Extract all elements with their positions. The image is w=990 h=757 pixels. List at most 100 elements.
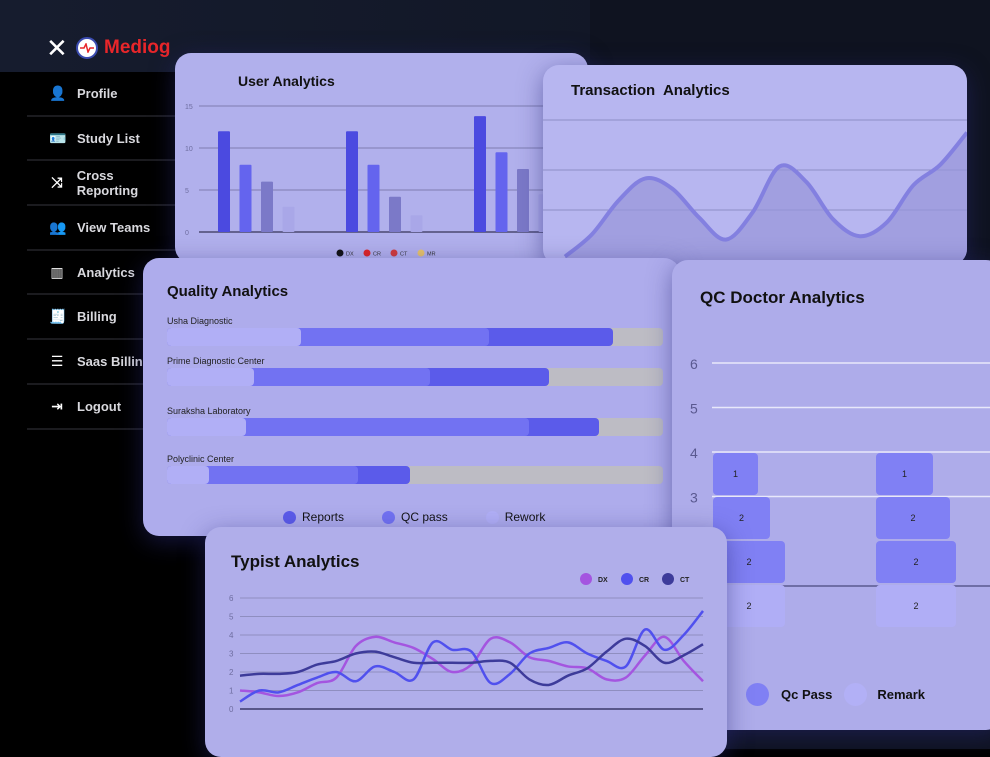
legend-dot [662, 573, 674, 585]
receipt-icon: 🧾 [49, 308, 67, 325]
legend-label: Qc Pass [781, 687, 833, 702]
legend-label: CT [400, 252, 408, 258]
bar [239, 164, 252, 232]
qc-doctor-bar-chart: 3 4 5 6 2 2 2 1 2 2 2 1 [690, 356, 990, 627]
stacked-bar [876, 453, 933, 495]
bar-value: 2 [746, 557, 751, 567]
bar-value: 2 [913, 557, 918, 567]
quality-analytics-card: Quality Analytics Reports QC pass Rework U… [143, 258, 680, 536]
y-tick-label: 5 [185, 188, 189, 195]
typist-analytics-card: Typist Analytics 0 1 2 3 4 5 6 DX CR CT [205, 527, 727, 757]
stacked-bar [713, 541, 785, 583]
bar-segment-rework [167, 368, 254, 386]
sidebar-item-label: Billing [77, 309, 117, 325]
legend-dot [621, 573, 633, 585]
stacked-bar [876, 585, 956, 627]
progress-track [167, 368, 663, 386]
progress-track [167, 328, 663, 346]
sidebar-item-view-teams[interactable]: 👥 View Teams [27, 206, 177, 251]
sidebar-item-study-list[interactable]: 🪪 Study List [27, 117, 177, 162]
y-tick-label: 10 [185, 146, 193, 153]
stacked-bar [713, 585, 785, 627]
user-icon: 👤 [49, 84, 67, 101]
y-tick-label: 6 [229, 594, 234, 603]
bar [367, 164, 380, 232]
row-label: Usha Diagnostic [167, 316, 233, 326]
brand-name: Mediog [104, 37, 171, 58]
legend-label: DX [598, 577, 608, 584]
card-title: Transaction Analytics [571, 82, 730, 99]
legend-dot-qc-pass [746, 683, 769, 706]
bar-value: 1 [902, 469, 907, 479]
close-icon[interactable]: ✕ [46, 33, 68, 63]
bar-segment-rework [167, 466, 210, 484]
sidebar-item-cross-reporting[interactable]: ⤨ Cross Reporting [27, 161, 177, 207]
bar-segment-rework [167, 328, 301, 346]
sidebar-item-label: Logout [77, 398, 122, 414]
y-tick-label: 6 [690, 356, 698, 372]
legend-label: DX [346, 252, 354, 258]
bar [282, 206, 295, 232]
series-line-cr [239, 610, 704, 703]
legend-label: MR [427, 252, 436, 258]
y-tick-label: 5 [690, 401, 698, 417]
sidebar-item-label: Profile [77, 85, 118, 101]
bar-value: 2 [910, 513, 915, 523]
bar [410, 215, 423, 232]
sidebar-item-saas-billing[interactable]: ☰ Saas Billing [27, 340, 177, 385]
sidebar-item-label: Analytics [77, 264, 135, 280]
sidebar-item-logout[interactable]: ⇥ Logout [27, 385, 177, 430]
legend-dot [580, 573, 592, 585]
legend-label: CR [639, 577, 649, 584]
y-tick-label: 3 [690, 490, 698, 506]
legend-dot-remark [844, 683, 868, 706]
stacked-bar [713, 453, 758, 495]
bar-value: 2 [739, 513, 744, 523]
sidebar-item-label: Saas Billing [77, 353, 151, 369]
row-label: Prime Diagnostic Center [167, 356, 265, 366]
stacked-bar [876, 497, 950, 539]
stacked-bar [713, 497, 770, 539]
legend-label: Reports [302, 510, 345, 524]
legend-label: Remark [877, 687, 926, 702]
shuffle-icon: ⤨ [51, 174, 63, 191]
y-tick-label: 4 [229, 631, 234, 640]
progress-track [167, 466, 663, 484]
sidebar-item-label: View Teams [77, 219, 151, 235]
id-card-icon: 🪪 [49, 129, 67, 146]
row-label: Polyclinic Center [167, 454, 235, 464]
legend-dot [363, 249, 371, 257]
bar-segment-rework [167, 418, 247, 436]
logout-icon: ⇥ [51, 397, 63, 414]
logo: ✕ Mediog [46, 33, 171, 63]
area-fill [565, 132, 967, 265]
bar-value: 1 [733, 469, 738, 479]
user-bar-chart: 0 5 10 15 DX CR CT MR [185, 104, 588, 258]
sidebar-item-analytics[interactable]: ▥ Analytics [27, 251, 177, 296]
y-tick-label: 3 [229, 650, 234, 659]
y-tick-label: 15 [185, 104, 193, 111]
legend-label: Rework [504, 510, 546, 524]
sidebar-item-profile[interactable]: 👤 Profile [27, 72, 177, 117]
chart-icon: ▥ [50, 263, 64, 280]
bar [261, 181, 273, 232]
bar-value: 2 [746, 601, 751, 611]
bar [474, 116, 486, 232]
legend-dot [382, 510, 396, 524]
card-title: QC Doctor Analytics [700, 288, 865, 307]
bar-segment-qc-pass [167, 418, 530, 436]
bar [517, 169, 529, 232]
series-line-ct [239, 637, 704, 687]
legend-label: CR [373, 252, 381, 258]
bar-segment-qc-pass [167, 466, 358, 484]
typist-line-chart: 0 1 2 3 4 5 6 DX CR CT [229, 573, 704, 714]
y-tick-label: 4 [690, 445, 698, 461]
bar [346, 131, 358, 232]
sidebar-item-billing[interactable]: 🧾 Billing [27, 295, 177, 341]
user-analytics-card: User Analytics 0 5 10 15 DX CR CT MR [175, 53, 588, 263]
sidebar-item-label: Cross Reporting [76, 167, 139, 198]
bar [495, 152, 508, 232]
legend-label: QC pass [401, 510, 448, 524]
legend-dot [283, 510, 296, 524]
bar [218, 131, 230, 232]
